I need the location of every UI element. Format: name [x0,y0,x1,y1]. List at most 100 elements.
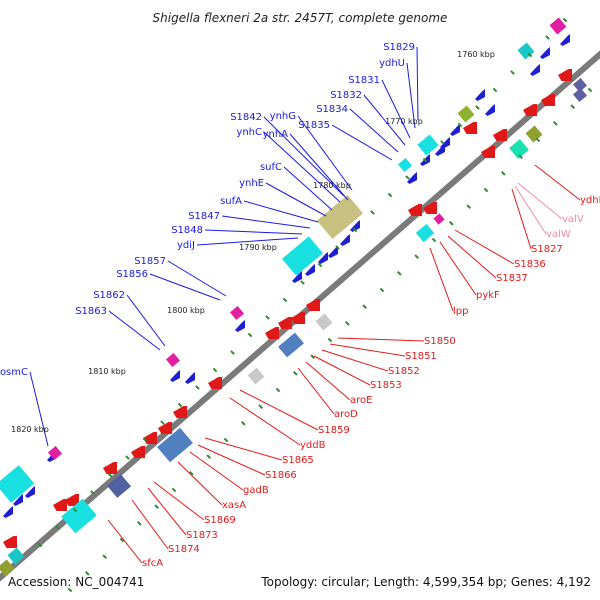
forward-gene-label-leader [265,182,327,217]
forward-gene-box [282,236,323,276]
forward-gene-box [47,445,63,461]
forward-gene-label: S1856 [116,269,148,280]
reverse-gene-arrow [481,146,495,158]
forward-gene-label: sufC [260,162,282,173]
forward-gene-label-leader [297,115,353,191]
reverse-gene-arrow [291,312,305,324]
forward-gene-label-leader [331,124,393,161]
reverse-gene-box [525,125,543,143]
outer-scale-tick [177,402,183,408]
inner-scale-tick [102,554,107,559]
outer-scale-tick [142,437,148,443]
reverse-gene-label: yddB [300,440,326,451]
reverse-gene-arrow [558,69,572,81]
label-leaders [29,46,581,564]
forward-gene-arrow [328,246,338,258]
scale-label: 1770 kbp [385,117,423,126]
reverse-gene-box [315,313,333,331]
forward-gene-label: S1862 [93,290,125,301]
inner-scale-tick [535,137,541,143]
reverse-gene-arrow [541,94,555,106]
inner-scale-tick [67,587,73,593]
reverse-gene-label: pykF [476,290,500,301]
outer-scale-tick [527,52,533,58]
forward-gene-arrow [340,234,350,246]
scale-label: 1780 kbp [313,181,351,190]
inner-scale-tick [241,421,246,426]
forward-gene-label-leader [243,200,319,223]
reverse-gene-label-leader [321,349,389,372]
outer-scale-tick [510,70,515,75]
gene-features [0,17,588,577]
forward-gene-arrow [13,494,23,506]
scale-label: 1820 kbp [11,425,49,434]
reverse-gene-arrow [103,462,117,474]
reverse-gene-label: S1869 [204,515,236,526]
outer-scale-tick [195,385,200,390]
scale-label: 1790 kbp [239,243,277,252]
reverse-gene-label-leader [131,499,169,550]
forward-gene-label-leader [349,108,399,153]
reverse-gene-label: xasA [222,500,246,511]
reverse-gene-label-leader [189,451,244,491]
forward-gene-label: S1863 [75,306,107,317]
forward-gene-label-leader [196,237,299,246]
forward-gene-arrow [3,506,13,518]
outer-scale-tick [90,490,95,495]
reverse-gene-box [572,87,588,103]
forward-gene-arrow [560,34,570,46]
inner-scale-tick [171,487,177,493]
outer-scale-tick [37,542,43,548]
outer-scale-tick [300,280,305,285]
outer-scale-tick [492,87,498,93]
forward-gene-label: ynhC [236,127,262,138]
reverse-gene-arrow [278,317,292,329]
outer-scale-tick [247,332,253,338]
reverse-gene-label-leader [454,229,515,265]
reverse-gene-label-leader [239,389,319,431]
reverse-gene-box [278,332,304,358]
outer-scale-tick [265,315,270,320]
forward-gene-label-leader [263,116,345,197]
inner-scale-tick [414,254,419,259]
inner-scale-tick [501,171,506,176]
forward-gene-box [397,157,413,173]
inner-scale-tick [397,271,402,276]
inner-scale-tick [449,221,454,226]
forward-gene-label: osmC [0,367,28,378]
reverse-gene-arrow [306,299,320,311]
reverse-gene-arrow [131,446,145,458]
forward-gene-box [229,305,245,321]
reverse-gene-arrow [173,406,187,418]
map-title: Shigella flexneri 2a str. 2457T, complet… [153,11,448,25]
forward-gene-label: ydiJ [177,240,195,251]
forward-gene-arrow [318,252,328,264]
forward-gene-label: ynhE [239,178,264,189]
reverse-gene-arrow [158,422,172,434]
reverse-gene-label-leader [147,487,187,536]
reverse-gene-label-leader [517,182,563,220]
inner-scale-tick [119,537,125,543]
inner-scale-tick [293,371,298,376]
outer-scale-tick [352,227,358,233]
outer-scale-tick [335,245,340,250]
reverse-gene-box [61,498,97,534]
reverse-gene-label: S1837 [496,273,528,284]
forward-gene-arrow [185,372,195,384]
inner-scale-tick [327,337,333,343]
forward-gene-label-leader [149,273,221,301]
reverse-gene-label-leader [439,241,477,296]
reverse-gene-label-leader [305,361,351,401]
inner-scale-tick [345,321,350,326]
forward-gene-box [0,465,35,503]
outer-scale-tick [282,297,288,303]
forward-gene-label-leader [416,46,419,121]
reverse-gene-arrow [463,122,477,134]
reverse-gene-label-leader [177,461,223,506]
reverse-gene-label-leader [107,519,143,564]
forward-gene-box [457,105,475,123]
reverse-gene-label: S1853 [370,380,402,391]
forward-gene-label: S1848 [171,225,203,236]
